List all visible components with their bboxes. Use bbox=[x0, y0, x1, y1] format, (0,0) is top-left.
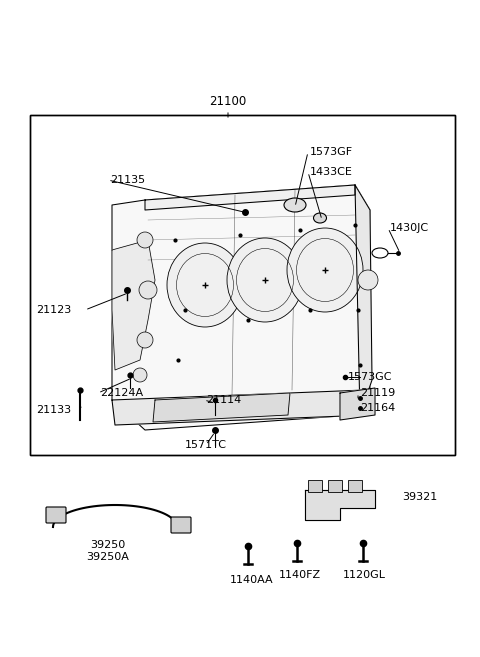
Text: 1140FZ: 1140FZ bbox=[279, 570, 321, 580]
Text: 1430JC: 1430JC bbox=[390, 223, 429, 233]
FancyBboxPatch shape bbox=[171, 517, 191, 533]
Text: 21100: 21100 bbox=[209, 95, 247, 108]
Ellipse shape bbox=[167, 243, 243, 327]
Text: 39250
39250A: 39250 39250A bbox=[86, 540, 130, 562]
Text: 21119: 21119 bbox=[360, 388, 395, 398]
Text: 1140AA: 1140AA bbox=[230, 575, 274, 585]
Polygon shape bbox=[305, 490, 375, 520]
Polygon shape bbox=[355, 185, 372, 415]
Polygon shape bbox=[112, 240, 155, 370]
Bar bbox=[308, 480, 322, 492]
Text: 22124A: 22124A bbox=[100, 388, 143, 398]
Circle shape bbox=[139, 281, 157, 299]
Bar bbox=[348, 480, 362, 492]
Text: 21164: 21164 bbox=[360, 403, 395, 413]
Ellipse shape bbox=[313, 213, 326, 223]
Polygon shape bbox=[145, 185, 355, 210]
Text: 21123: 21123 bbox=[36, 305, 71, 315]
Text: 1573GF: 1573GF bbox=[310, 147, 353, 157]
Polygon shape bbox=[112, 185, 370, 430]
Bar bbox=[30, 115, 455, 455]
Polygon shape bbox=[153, 393, 290, 422]
Ellipse shape bbox=[284, 198, 306, 212]
Circle shape bbox=[137, 232, 153, 248]
FancyBboxPatch shape bbox=[46, 507, 66, 523]
Text: 21135: 21135 bbox=[110, 175, 145, 185]
Text: 1120GL: 1120GL bbox=[343, 570, 385, 580]
Circle shape bbox=[133, 368, 147, 382]
Bar bbox=[30, 115, 455, 455]
Text: 1433CE: 1433CE bbox=[310, 167, 353, 177]
Text: 1573GC: 1573GC bbox=[348, 372, 393, 382]
Polygon shape bbox=[112, 390, 370, 425]
Text: 21114: 21114 bbox=[206, 395, 241, 405]
Ellipse shape bbox=[227, 238, 303, 322]
Text: 39321: 39321 bbox=[402, 492, 437, 502]
Text: 1571TC: 1571TC bbox=[185, 440, 227, 450]
Polygon shape bbox=[340, 388, 375, 420]
Bar bbox=[328, 480, 342, 492]
Circle shape bbox=[137, 332, 153, 348]
Ellipse shape bbox=[372, 248, 388, 258]
Text: 21133: 21133 bbox=[36, 405, 71, 415]
Circle shape bbox=[358, 270, 378, 290]
Ellipse shape bbox=[287, 228, 363, 312]
